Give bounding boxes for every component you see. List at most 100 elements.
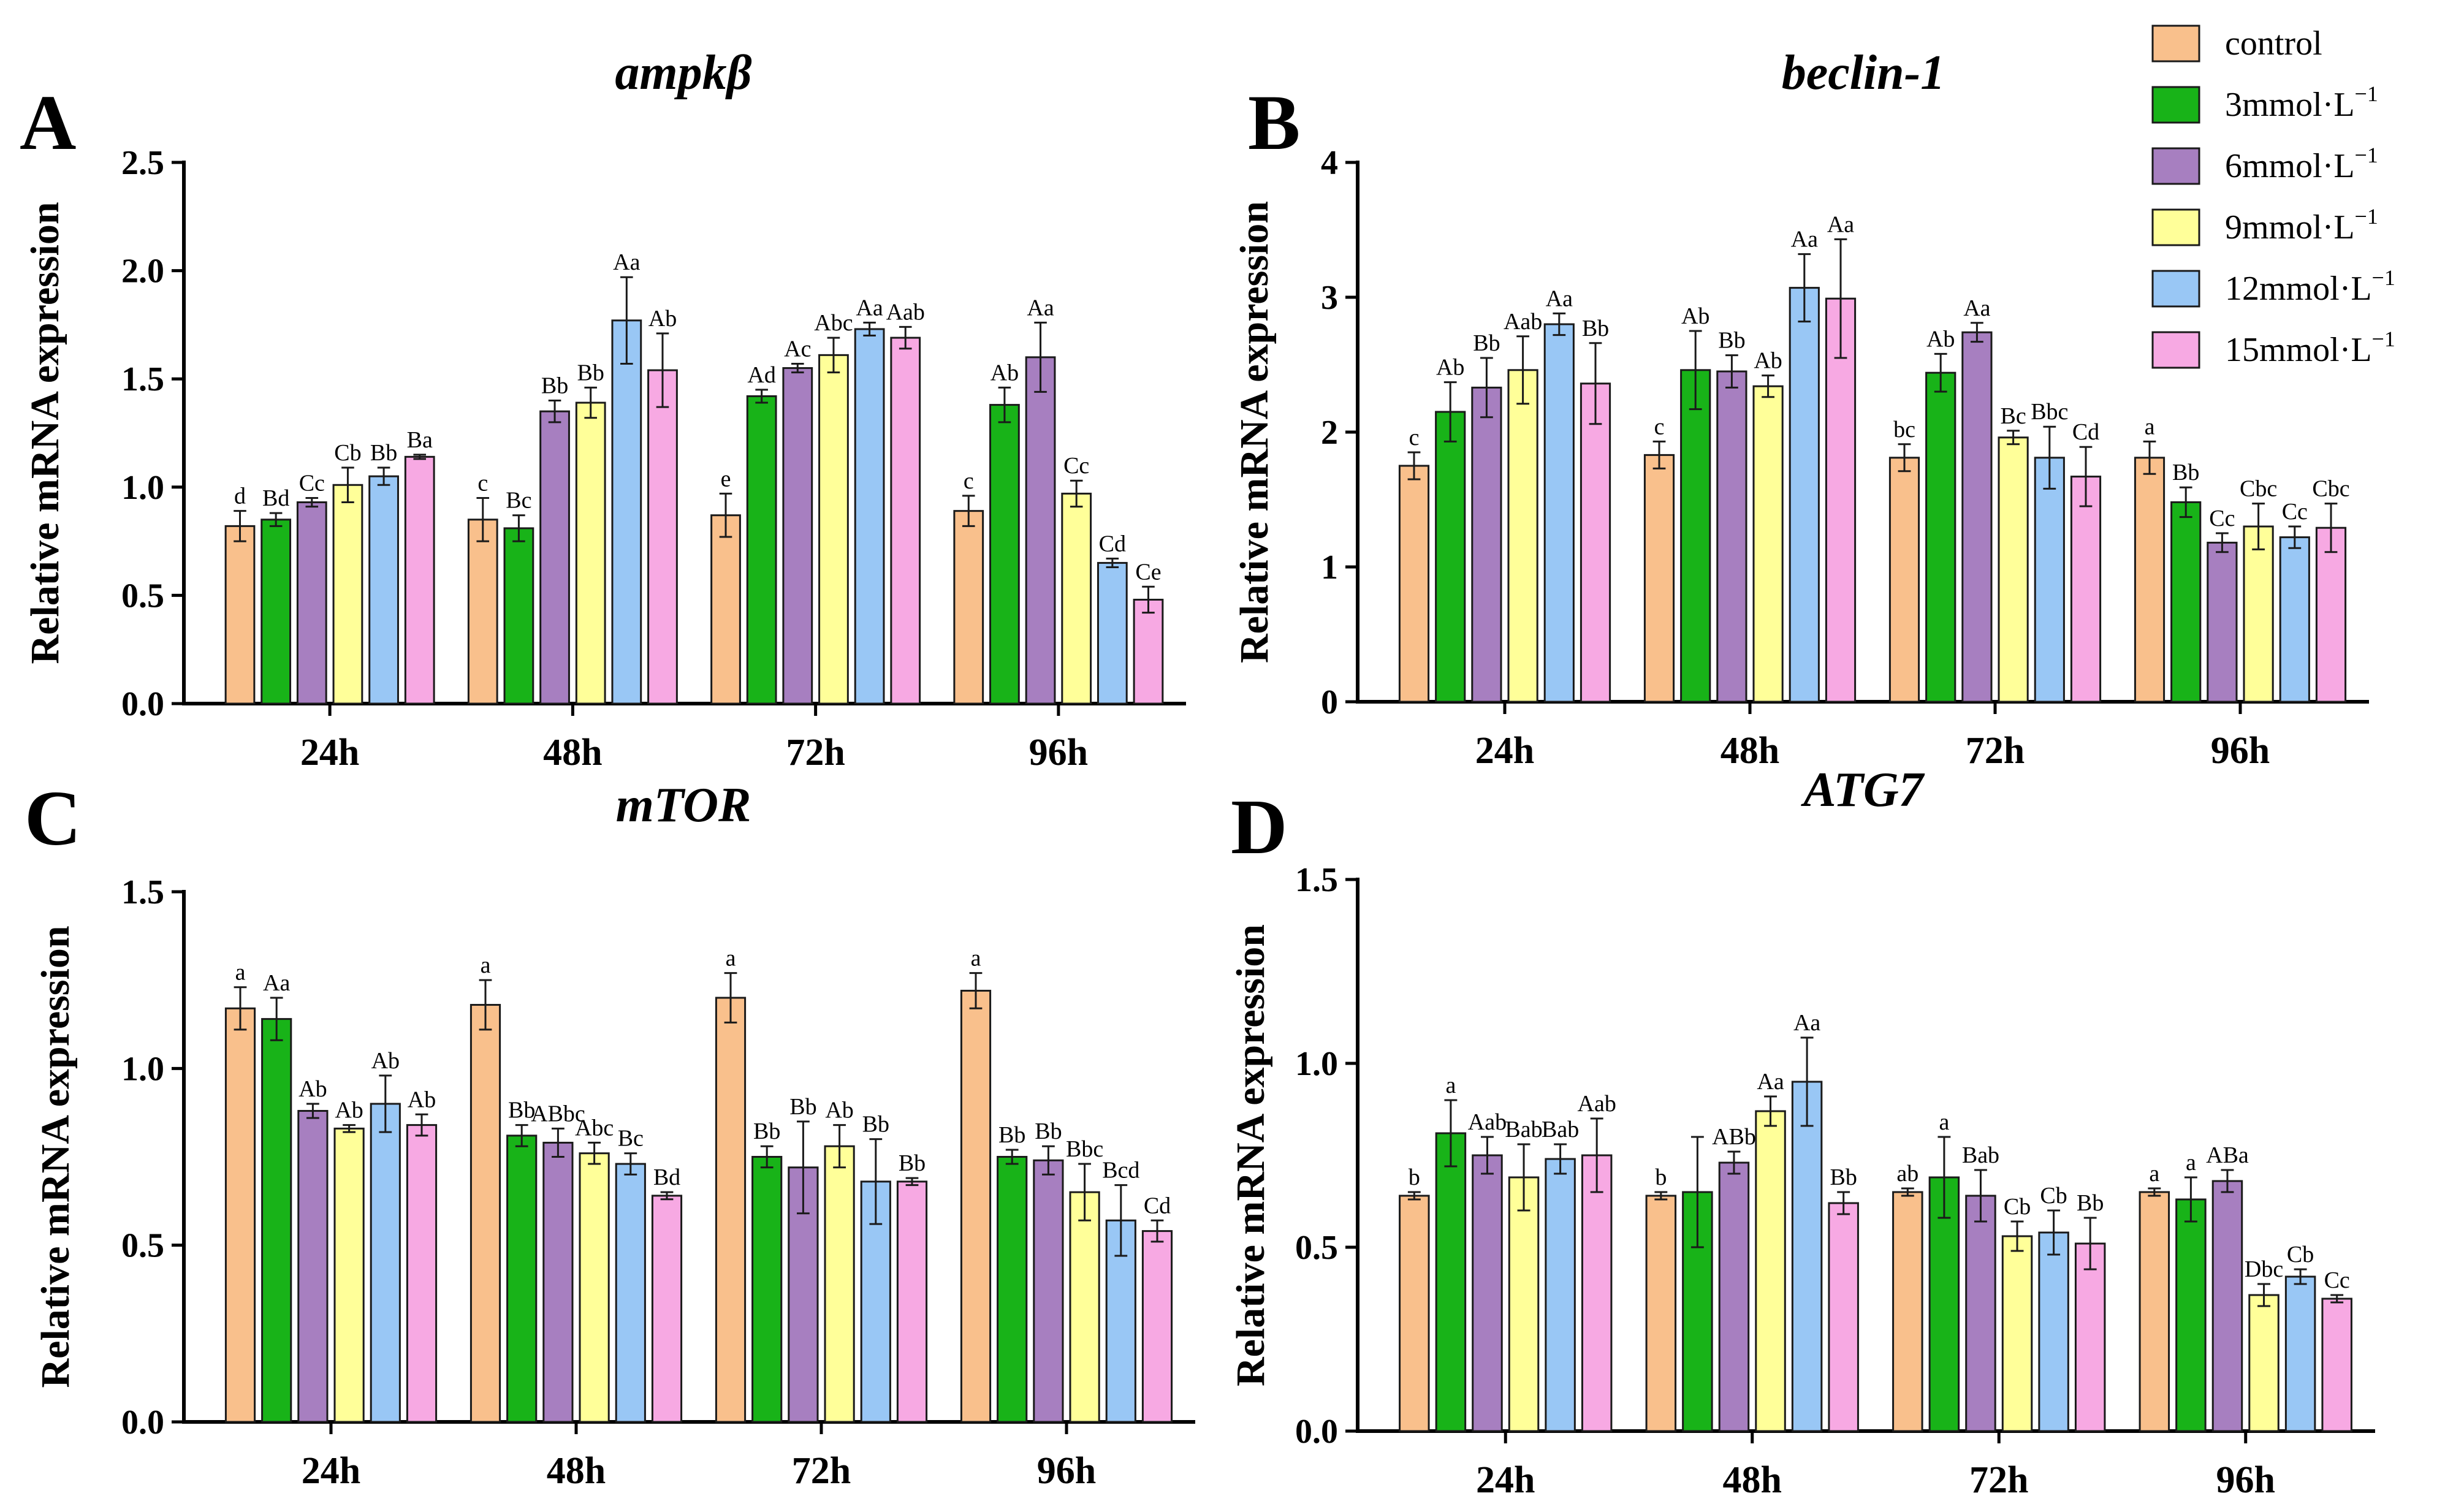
bar xyxy=(751,1156,783,1423)
error-bar xyxy=(1834,238,1847,359)
error-bar xyxy=(1005,1149,1019,1165)
error-bar xyxy=(1142,585,1155,614)
bar xyxy=(2315,526,2347,703)
bar xyxy=(1435,411,1466,703)
legend-label: 9mmol·L−1 xyxy=(2225,204,2378,246)
error-bar xyxy=(1901,1187,1914,1197)
significance-label: Bb xyxy=(370,440,397,466)
bar xyxy=(890,336,921,705)
error-bar xyxy=(1589,342,1602,425)
significance-label: Abc xyxy=(575,1115,614,1141)
error-bar xyxy=(1444,1099,1458,1168)
bar xyxy=(1069,1191,1100,1423)
error-bar xyxy=(1934,352,1947,393)
x-tick-label: 24h xyxy=(300,732,359,773)
error-bar xyxy=(1481,1136,1494,1175)
error-bar xyxy=(415,1113,428,1137)
significance-label: Bb xyxy=(1582,316,1609,341)
significance-label: Bb xyxy=(998,1122,1025,1148)
error-bar xyxy=(1407,451,1421,481)
error-bar xyxy=(1590,1117,1603,1193)
significance-label: Bc xyxy=(618,1126,644,1152)
bar xyxy=(332,484,363,705)
significance-label: Cb xyxy=(2287,1242,2314,1267)
bar xyxy=(1965,1195,1996,1432)
error-bar xyxy=(1690,1136,1704,1248)
error-bar xyxy=(1798,253,1811,323)
x-tick-label: 72h xyxy=(1969,1459,2028,1501)
significance-label: Bb xyxy=(899,1150,926,1176)
error-bar xyxy=(341,466,354,504)
error-bar xyxy=(548,400,561,424)
bar xyxy=(1472,1154,1503,1432)
error-bar xyxy=(962,495,975,527)
y-axis-label: Relative mRNA expression xyxy=(1232,201,1277,663)
error-bar xyxy=(379,1074,392,1133)
bar xyxy=(260,519,292,705)
significance-label: c xyxy=(477,470,488,496)
significance-label: Ab xyxy=(408,1087,436,1112)
bar xyxy=(2243,525,2274,703)
bar xyxy=(1961,331,1993,703)
y-tick-label: 1.0 xyxy=(121,1050,164,1088)
bar xyxy=(1471,386,1502,703)
panel-title: ampkβ xyxy=(615,46,751,100)
significance-label: Aa xyxy=(1793,1010,1820,1036)
bar xyxy=(647,369,678,705)
error-bar xyxy=(1078,1163,1091,1221)
bar xyxy=(2248,1294,2280,1432)
bar xyxy=(370,1103,401,1423)
bar xyxy=(503,527,534,705)
significance-label: Bd xyxy=(653,1164,680,1190)
x-tick-label: 48h xyxy=(543,732,602,773)
bar xyxy=(1752,385,1784,703)
error-bar xyxy=(1800,1036,1814,1127)
error-bar xyxy=(2184,1176,2197,1223)
legend-label-sup: −1 xyxy=(2372,327,2395,351)
error-bar xyxy=(2083,1217,2097,1271)
y-tick-label: 0.0 xyxy=(121,1404,164,1442)
legend-label: 6mmol·L−1 xyxy=(2225,143,2378,185)
bar xyxy=(2211,1180,2243,1432)
bar xyxy=(2207,541,2238,703)
bar xyxy=(1716,370,1747,703)
error-bar xyxy=(2294,1268,2307,1285)
error-bar xyxy=(1762,374,1774,398)
error-bar xyxy=(1553,312,1566,336)
significance-label: b xyxy=(1409,1164,1420,1190)
bar xyxy=(2139,1191,2170,1432)
significance-label: Aab xyxy=(886,299,925,325)
x-tick-label: 48h xyxy=(1721,730,1779,772)
significance-label: Ab xyxy=(825,1098,853,1123)
significance-label: Aa xyxy=(1546,286,1573,311)
panel-title: mTOR xyxy=(616,778,751,832)
error-bar xyxy=(833,1124,846,1169)
error-bar xyxy=(2330,1294,2344,1304)
error-bar xyxy=(1654,1191,1668,1201)
significance-label: Cb xyxy=(2004,1194,2031,1220)
significance-label: Aa xyxy=(1827,211,1854,237)
bar xyxy=(1825,297,1857,703)
significance-label: c xyxy=(1654,414,1665,439)
x-tick-label: 72h xyxy=(786,732,845,773)
y-axis-label: Relative mRNA expression xyxy=(1228,924,1273,1386)
bar xyxy=(1643,454,1675,703)
significance-label: Aa xyxy=(1963,295,1990,321)
legend-item: 9mmol·L−1 xyxy=(2151,204,2378,246)
significance-label: Ce xyxy=(1135,559,1161,585)
bar xyxy=(1791,1081,1823,1432)
error-bar xyxy=(899,325,912,350)
bar xyxy=(542,1141,574,1423)
panel-letter: D xyxy=(1231,783,1287,870)
bar xyxy=(1828,1202,1859,1432)
significance-label: Ba xyxy=(407,427,433,453)
significance-label: Dbc xyxy=(2245,1256,2283,1282)
bar xyxy=(467,519,498,705)
legend-label-sup: −1 xyxy=(2372,265,2395,290)
error-bar xyxy=(624,1152,637,1176)
legend-item: 3mmol·L−1 xyxy=(2151,82,2378,124)
significance-label: Bc xyxy=(506,488,531,514)
error-bar xyxy=(2010,1220,2024,1252)
